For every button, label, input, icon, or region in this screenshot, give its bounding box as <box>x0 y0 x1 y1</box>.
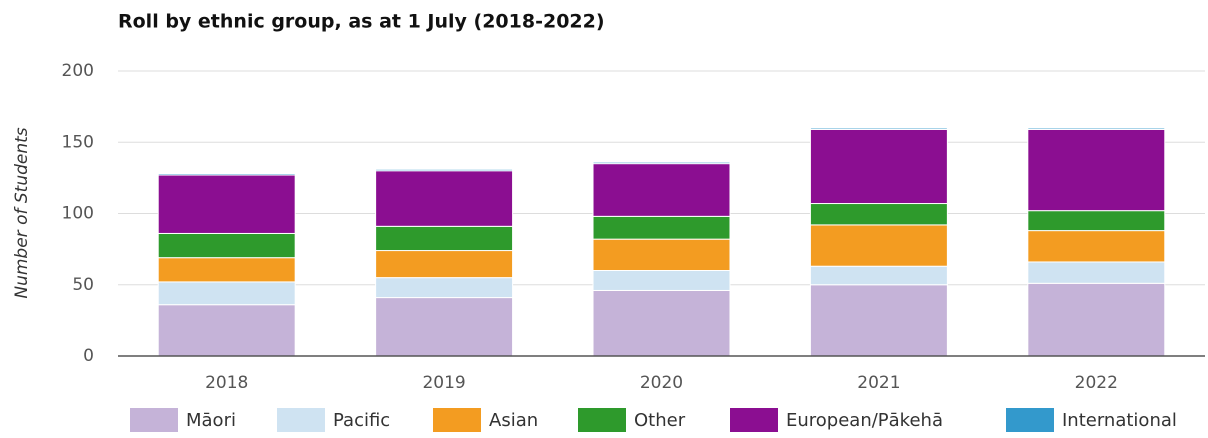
x-tick-label: 2021 <box>857 373 900 393</box>
bar-segment <box>809 224 948 267</box>
bar-segment <box>592 215 731 240</box>
legend-label: European/Pākehā <box>786 410 943 431</box>
bar-segment <box>375 225 514 252</box>
bar-segment <box>592 161 731 165</box>
bar-segment <box>1027 210 1166 232</box>
bar-segment <box>375 168 514 172</box>
legend-swatch <box>730 408 778 432</box>
bar-segment <box>1027 128 1166 212</box>
y-tick-label: 50 <box>72 275 94 295</box>
bar-segment <box>592 270 731 291</box>
y-tick-label: 100 <box>62 204 94 224</box>
bar-segment <box>1027 261 1166 284</box>
bar-segment <box>375 250 514 279</box>
bar-segment <box>809 128 948 205</box>
x-tick-label: 2019 <box>422 373 465 393</box>
legend-label: Pacific <box>333 410 390 431</box>
bar-segment <box>1027 230 1166 263</box>
bar-segment <box>375 170 514 227</box>
x-tick-label: 2022 <box>1075 373 1118 393</box>
bar-segment <box>809 284 948 357</box>
bar-segment <box>809 203 948 226</box>
x-tick-label: 2020 <box>640 373 683 393</box>
y-tick-label: 0 <box>83 346 94 366</box>
bar-segment <box>592 238 731 271</box>
legend-swatch <box>433 408 481 432</box>
bar-segment <box>157 257 296 283</box>
legend-label: International <box>1062 410 1177 431</box>
y-axis-label: Number of Students <box>12 127 32 298</box>
bar-segment <box>809 127 948 130</box>
legend-swatch <box>578 408 626 432</box>
bar-segment <box>375 297 514 357</box>
chart-title: Roll by ethnic group, as at 1 July (2018… <box>118 11 605 33</box>
bar-segment <box>375 277 514 299</box>
bar-segment <box>157 281 296 306</box>
x-tick-label: 2018 <box>205 373 248 393</box>
legend-label: Other <box>634 410 686 431</box>
legend-swatch <box>130 408 178 432</box>
bar-segment <box>809 265 948 286</box>
bar-segment <box>1027 282 1166 357</box>
bar-segment <box>592 163 731 217</box>
bar-segment <box>1027 127 1166 130</box>
legend-label: Māori <box>186 410 236 431</box>
bar-segment <box>157 173 296 176</box>
legend-swatch <box>277 408 325 432</box>
bar-segment <box>592 289 731 357</box>
bar-segment <box>157 174 296 234</box>
bar-segment <box>157 232 296 259</box>
y-tick-label: 150 <box>62 132 94 152</box>
bar-segment <box>157 304 296 357</box>
legend-swatch <box>1006 408 1054 432</box>
legend-label: Asian <box>489 410 538 431</box>
y-tick-label: 200 <box>62 61 94 81</box>
